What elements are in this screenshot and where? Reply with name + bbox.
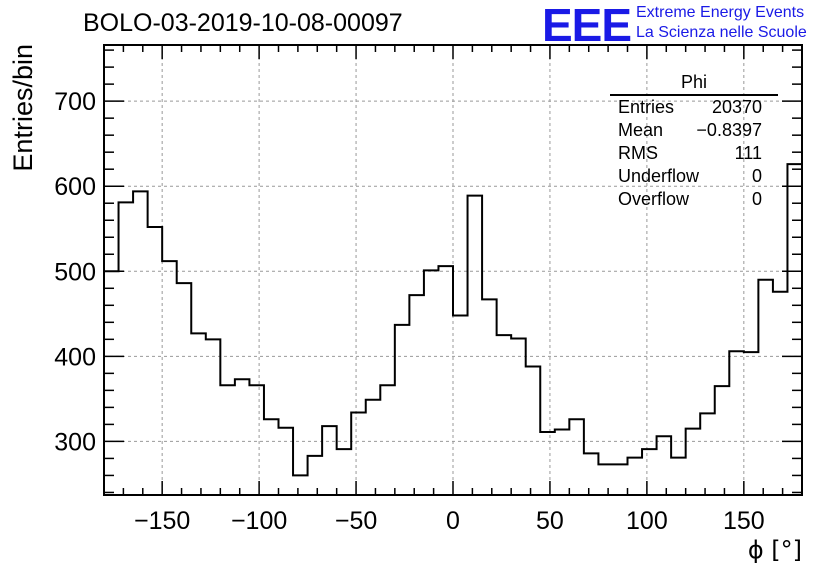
stats-value: 20370 [711, 97, 762, 117]
x-tick-label: −50 [335, 507, 377, 535]
histogram-series [104, 163, 803, 477]
stats-title: Phi [610, 72, 778, 96]
y-tick-label: 400 [54, 343, 96, 371]
stats-box: Phi Entries 20370 Mean −0.8397 RMS 111 Underfl… [610, 72, 778, 211]
y-tick-label: 300 [54, 428, 96, 456]
x-tick-label: 150 [723, 507, 765, 535]
eee-logo-mark: EEE [542, 0, 632, 51]
y-tick-label: 500 [54, 258, 96, 286]
stats-label: Entries [618, 97, 675, 117]
y-tick-label: 700 [54, 88, 96, 116]
tick-labels: −150 −100 −50 0 50 100 150 300 400 500 600 700 [54, 88, 764, 535]
chart-title: BOLO-03-2019-10-08-00097 [83, 9, 403, 37]
histogram-line [104, 163, 803, 477]
y-tick-label: 600 [54, 173, 96, 201]
stats-row: RMS 111 [610, 142, 778, 165]
stats-value: 0 [751, 166, 762, 186]
stats-value: −0.8397 [696, 120, 762, 140]
x-tick-label: 50 [536, 507, 564, 535]
stats-label: Underflow [618, 166, 700, 186]
x-tick-label: −150 [134, 507, 190, 535]
stats-label: Mean [618, 120, 664, 140]
stats-value: 0 [751, 189, 762, 209]
y-axis-label: Entries/bin [8, 44, 38, 172]
logo-line1: Extreme Energy Events [636, 4, 805, 21]
eee-logo-text: Extreme Energy Events La Scienza nelle S… [636, 3, 807, 43]
x-tick-label: −100 [231, 507, 287, 535]
stats-row: Mean −0.8397 [610, 119, 778, 142]
stats-row: Overflow 0 [610, 188, 778, 211]
stats-row: Underflow 0 [610, 165, 778, 188]
x-tick-label: 0 [446, 507, 460, 535]
axis-ticks [103, 45, 803, 495]
stats-label: RMS [618, 143, 658, 163]
stats-row: Entries 20370 [610, 96, 778, 119]
stats-value: 111 [734, 143, 762, 163]
x-tick-label: 100 [626, 507, 668, 535]
logo-line2: La Scienza nelle Scuole [636, 24, 807, 41]
stats-label: Overflow [618, 189, 690, 209]
x-axis-label: ϕ [°] [748, 536, 802, 564]
